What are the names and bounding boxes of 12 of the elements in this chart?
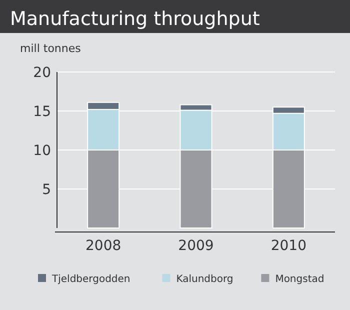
x-tick-label: 2008 bbox=[86, 238, 122, 254]
y-tick-label: 20 bbox=[33, 65, 51, 81]
y-axis-title: mill tonnes bbox=[20, 42, 82, 55]
legend-label: Tjeldbergodden bbox=[51, 274, 130, 285]
x-tick-label: 2010 bbox=[270, 238, 306, 254]
legend-label: Kalundborg bbox=[176, 274, 234, 285]
legend-label: Mongstad bbox=[275, 274, 324, 285]
x-tick-label: 2009 bbox=[178, 238, 214, 254]
y-tick-label: 5 bbox=[42, 182, 51, 198]
chart-title: Manufacturing throughput bbox=[10, 8, 260, 30]
y-tick-label: 15 bbox=[33, 104, 51, 120]
y-tick-label: 10 bbox=[33, 143, 51, 159]
